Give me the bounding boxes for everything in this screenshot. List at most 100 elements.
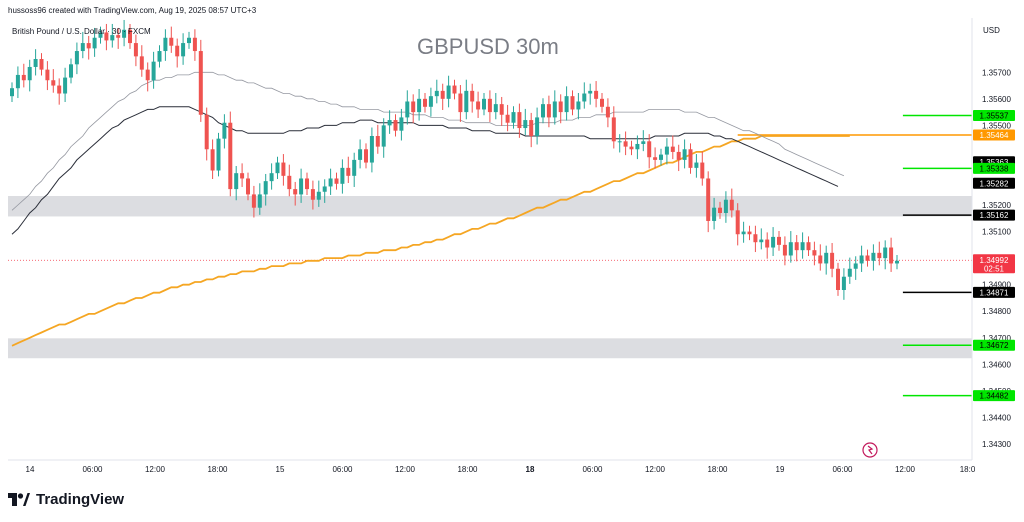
candle[interactable]	[517, 112, 522, 129]
candle[interactable]	[51, 80, 56, 86]
candle[interactable]	[352, 159, 357, 176]
ma-fast-line[interactable]	[11, 106, 839, 235]
candle[interactable]	[116, 35, 121, 38]
candle[interactable]	[328, 178, 333, 187]
candle[interactable]	[452, 85, 457, 94]
candle[interactable]	[889, 247, 894, 264]
candle[interactable]	[10, 88, 14, 97]
candle[interactable]	[623, 141, 628, 147]
candle[interactable]	[794, 242, 799, 251]
candle[interactable]	[27, 66, 32, 81]
candle[interactable]	[523, 120, 528, 129]
candle[interactable]	[782, 244, 787, 256]
candle[interactable]	[98, 32, 103, 38]
candle[interactable]	[653, 157, 658, 160]
candle[interactable]	[871, 252, 876, 261]
candle[interactable]	[86, 43, 91, 49]
candle[interactable]	[346, 167, 351, 176]
candle[interactable]	[163, 37, 168, 52]
sr-zone[interactable]	[8, 338, 972, 359]
candle[interactable]	[777, 236, 781, 245]
candle[interactable]	[45, 69, 50, 81]
candle[interactable]	[594, 90, 599, 99]
candle[interactable]	[334, 178, 339, 184]
candle[interactable]	[458, 93, 463, 113]
candle[interactable]	[836, 268, 840, 290]
candle[interactable]	[299, 178, 304, 195]
candle[interactable]	[877, 252, 882, 259]
candle[interactable]	[611, 117, 616, 142]
candle[interactable]	[647, 141, 652, 158]
candle[interactable]	[287, 175, 292, 190]
candle[interactable]	[741, 231, 746, 235]
candle[interactable]	[700, 162, 705, 179]
candle[interactable]	[175, 45, 180, 57]
candle[interactable]	[629, 146, 634, 150]
candle[interactable]	[464, 90, 469, 113]
candle[interactable]	[139, 56, 144, 70]
candle[interactable]	[883, 247, 888, 259]
candle[interactable]	[364, 149, 368, 163]
candle[interactable]	[541, 104, 545, 118]
currency-label[interactable]: USD	[983, 26, 1000, 35]
price-tag[interactable]	[973, 162, 1015, 174]
sr-zone[interactable]	[8, 196, 972, 217]
candle[interactable]	[753, 234, 758, 243]
candle[interactable]	[80, 43, 85, 52]
candle[interactable]	[216, 138, 221, 171]
candle[interactable]	[281, 162, 286, 176]
price-tag[interactable]	[973, 177, 1015, 189]
candle[interactable]	[428, 96, 433, 107]
candle[interactable]	[417, 98, 422, 113]
candle[interactable]	[15, 74, 20, 89]
candle[interactable]	[340, 167, 345, 184]
candle[interactable]	[482, 98, 486, 110]
candle[interactable]	[723, 199, 728, 213]
candle[interactable]	[375, 136, 380, 147]
price-axis[interactable]: USD 1.35700 1.35600 1.35500 1.35200 1.35100 1.…	[982, 26, 1011, 449]
candle[interactable]	[487, 98, 492, 113]
candle[interactable]	[69, 64, 73, 78]
candle[interactable]	[588, 90, 593, 94]
ma-slow-line[interactable]	[11, 71, 845, 211]
candle[interactable]	[192, 37, 197, 52]
candle[interactable]	[712, 207, 717, 221]
candle[interactable]	[800, 242, 805, 251]
candle[interactable]	[204, 114, 209, 150]
candle[interactable]	[806, 242, 811, 251]
candle[interactable]	[63, 77, 68, 94]
candle[interactable]	[853, 263, 858, 269]
candle[interactable]	[546, 104, 551, 118]
price-tag[interactable]	[973, 339, 1015, 351]
candle[interactable]	[128, 29, 132, 44]
candle[interactable]	[240, 173, 245, 179]
candle[interactable]	[818, 255, 823, 264]
candle[interactable]	[145, 69, 150, 81]
candle[interactable]	[393, 120, 398, 131]
candle[interactable]	[33, 59, 38, 67]
candle[interactable]	[895, 260, 899, 264]
candle[interactable]	[187, 37, 191, 44]
candle[interactable]	[181, 43, 186, 57]
candle[interactable]	[122, 29, 127, 38]
candle[interactable]	[257, 194, 262, 208]
candle[interactable]	[641, 141, 646, 144]
price-tag[interactable]	[973, 286, 1015, 298]
candle[interactable]	[369, 136, 374, 163]
candle[interactable]	[493, 104, 498, 113]
candle[interactable]	[399, 117, 404, 131]
candle[interactable]	[57, 85, 62, 94]
candle[interactable]	[718, 207, 722, 213]
candle[interactable]	[759, 239, 764, 243]
candle[interactable]	[476, 101, 481, 110]
candle[interactable]	[765, 239, 770, 248]
candle[interactable]	[275, 162, 280, 174]
candle[interactable]	[635, 143, 640, 150]
candle[interactable]	[198, 51, 203, 115]
candle[interactable]	[446, 85, 451, 99]
price-tag[interactable]	[973, 129, 1015, 141]
candle[interactable]	[570, 96, 575, 110]
candle[interactable]	[558, 101, 563, 113]
symbol-line[interactable]: British Pound / U.S. Dollar · 30 · FXCM	[12, 27, 151, 36]
candle[interactable]	[405, 101, 410, 118]
